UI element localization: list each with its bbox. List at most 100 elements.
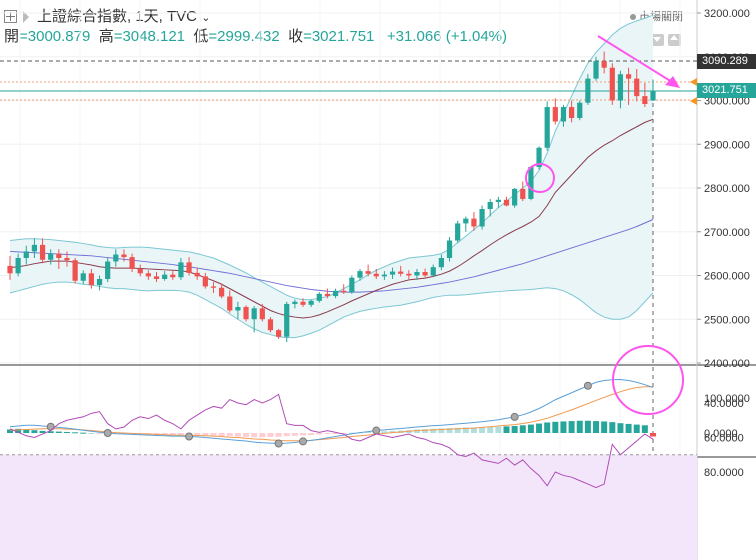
candle-body: [259, 308, 265, 320]
macd-histogram-bar: [462, 427, 469, 433]
candle-body: [406, 273, 412, 276]
candle-body: [227, 296, 233, 311]
candle-body: [267, 319, 274, 331]
macd-histogram-bar: [511, 426, 518, 433]
macd-histogram-bar: [31, 430, 38, 433]
cross-marker-icon: [274, 439, 283, 448]
last-price-label: 3021.751: [697, 83, 756, 98]
rsi-tick-label: 80.0000: [704, 467, 744, 479]
candle-body: [357, 271, 363, 278]
macd-histogram-bar: [389, 430, 396, 433]
candle-body: [324, 293, 331, 297]
annotation-circle: [612, 345, 684, 415]
candle-body: [308, 300, 314, 305]
macd-histogram-bar: [324, 433, 331, 435]
macd-histogram-bar: [23, 429, 30, 433]
macd-histogram-bar: [544, 422, 551, 433]
macd-histogram-bar: [259, 433, 266, 438]
candle-body: [593, 61, 599, 79]
macd-histogram-bar: [487, 426, 494, 433]
macd-histogram-bar: [422, 429, 429, 433]
candle-body: [202, 276, 208, 287]
macd-histogram-bar: [560, 421, 567, 433]
close-label: 收: [288, 28, 304, 45]
cross-marker-icon: [299, 437, 308, 446]
macd-histogram-bar: [584, 420, 591, 433]
candle-body: [634, 78, 640, 97]
price-tick-label: 2700.000: [704, 227, 750, 239]
candle-body: [585, 78, 591, 103]
symbol-title: 上證綜合指數, 1天, TVC: [37, 8, 198, 25]
candle-body: [15, 258, 21, 274]
candle-body: [23, 251, 29, 258]
macd-histogram-bar: [495, 426, 502, 433]
candle-body: [31, 244, 38, 252]
axis-marker-icon: [690, 97, 697, 105]
candle-body: [39, 244, 46, 260]
macd-histogram-bar: [454, 427, 461, 433]
candle-body: [64, 258, 70, 261]
macd-histogram-bar: [536, 423, 543, 433]
candle-body: [88, 273, 94, 286]
macd-histogram-bar: [243, 433, 250, 437]
macd-histogram-bar: [316, 433, 323, 435]
macd-histogram-bar: [234, 433, 241, 437]
macd-histogram-bar: [609, 422, 616, 433]
dashed-level-label: 3090.289: [697, 54, 756, 69]
macd-histogram-bar: [251, 433, 258, 438]
candle-body: [235, 307, 241, 311]
candle-body: [48, 253, 54, 260]
candle-body: [186, 262, 192, 273]
rsi-band: [0, 454, 697, 560]
macd-tick-label: 100.0000: [704, 393, 750, 405]
macd-histogram-bar: [308, 433, 315, 436]
axis-marker-icon: [690, 78, 697, 86]
candle-body: [463, 218, 469, 224]
candle-body: [455, 223, 461, 241]
chevron-down-icon[interactable]: ⌄: [201, 12, 211, 24]
open-label: 開: [4, 28, 20, 45]
price-tick-label: 3000.000: [704, 96, 750, 108]
candle-body: [373, 273, 379, 277]
macd-histogram-bar: [275, 433, 282, 437]
candle-body: [7, 265, 13, 274]
candle-body: [72, 260, 78, 281]
macd-histogram-bar: [348, 432, 355, 434]
cross-marker-icon: [103, 429, 112, 437]
candle-body: [251, 308, 257, 320]
macd-histogram-bar: [7, 429, 13, 433]
high-value: =3048.121: [113, 28, 186, 45]
high-label: 高: [98, 28, 114, 45]
candle-body: [316, 293, 322, 301]
candle-body: [487, 202, 493, 209]
cross-marker-icon: [583, 381, 592, 390]
expand-toggle-icon[interactable]: [4, 9, 17, 23]
ohlc-row: 開=3000.879 高=3048.121 低=2999.432 收=3021.…: [4, 25, 507, 46]
candle-body: [292, 301, 298, 304]
candle-body: [552, 107, 558, 122]
macd-histogram-bar: [381, 431, 388, 433]
macd-histogram-bar: [519, 425, 526, 433]
candle-body: [398, 271, 404, 274]
macd-histogram-bar: [194, 433, 201, 436]
macd-histogram-bar: [291, 433, 298, 436]
collapse-arrow-icon[interactable]: [23, 11, 29, 24]
macd-histogram-bar: [39, 430, 46, 433]
candle-body: [341, 290, 347, 293]
status-dot-icon: [630, 14, 636, 20]
macd-histogram-bar: [300, 433, 307, 436]
macd-histogram-bar: [593, 421, 600, 433]
macd-histogram-bar: [479, 427, 486, 433]
change-value: +31.066 (+1.04%): [386, 28, 508, 45]
cross-marker-icon: [372, 426, 381, 435]
macd-histogram-bar: [218, 433, 225, 437]
scroll-down-button[interactable]: [651, 34, 664, 46]
macd-tick-label: 0.0000: [704, 428, 738, 440]
candle-body: [145, 273, 151, 277]
candle-body: [430, 267, 436, 276]
candle-body: [153, 276, 160, 279]
cross-marker-icon: [510, 412, 519, 421]
candle-body: [536, 147, 542, 167]
scale-toggle-button[interactable]: [668, 34, 681, 46]
